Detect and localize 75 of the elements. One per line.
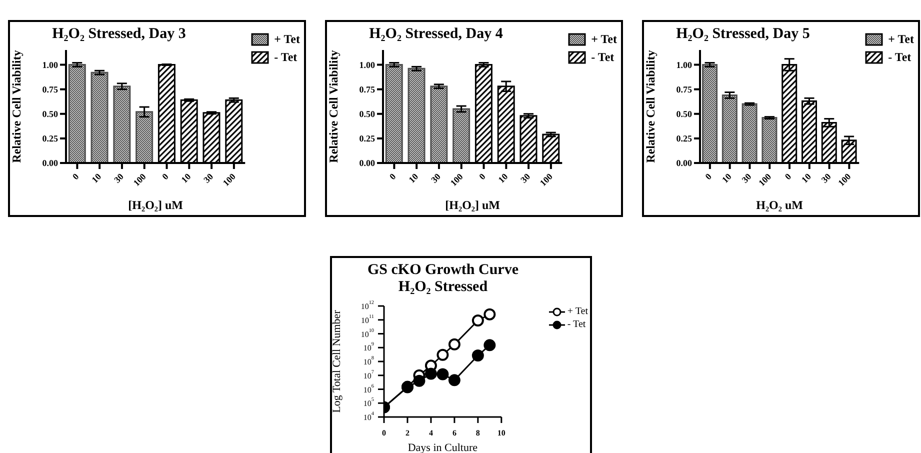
chart-title: H₂O₂ Stressed, Day 5 — [675, 26, 811, 43]
legend-label: + Tet — [591, 32, 617, 47]
y-tick-label: 1.00 — [42, 60, 58, 70]
x-tick-label: 100 — [836, 171, 854, 188]
x-tick-label: 0 — [477, 171, 488, 182]
y-tick-label: 0.00 — [359, 158, 376, 168]
x-tick-label: 6 — [452, 428, 456, 438]
x-axis-title: Days in Culture — [408, 442, 478, 453]
legend-label: - Tet — [567, 319, 586, 330]
y-tick-label: 10$^{7}$ — [363, 369, 374, 380]
y-tick-label: 0.50 — [42, 109, 58, 120]
x-tick-label: 100 — [220, 171, 238, 188]
x-tick-label: 10 — [179, 171, 194, 185]
y-tick-label: 0.25 — [676, 134, 692, 144]
chart-title: H₂O₂ Stressed, Day 4 — [368, 26, 504, 43]
x-tick-label: 30 — [740, 171, 754, 185]
y-tick-label: 10$^{4}$ — [363, 411, 374, 422]
x-tick-label: 30 — [518, 171, 532, 185]
chart-title: GS cKO Growth Curve — [366, 262, 520, 279]
y-tick-label: 10$^{9}$ — [363, 342, 374, 352]
x-axis-title: [H₂O₂] uM — [445, 198, 500, 212]
y-tick-label: 0.75 — [676, 84, 692, 94]
x-tick-label: 100 — [538, 171, 555, 188]
y-tick-label: 0.50 — [359, 109, 376, 120]
y-axis-title: Relative Cell Viability — [326, 50, 340, 163]
legend-label: - Tet — [591, 50, 614, 65]
x-tick-label: 100 — [756, 171, 774, 188]
y-axis-title: Relative Cell Viability — [643, 50, 658, 163]
y-tick-label: 0.25 — [42, 134, 58, 144]
legend-label: + Tet — [274, 32, 300, 47]
x-tick-label: 100 — [131, 171, 148, 188]
x-tick-label: 4 — [428, 428, 433, 438]
x-tick-label: 0 — [160, 171, 171, 182]
x-tick-label: 0 — [782, 171, 794, 182]
x-tick-label: 2 — [405, 428, 410, 438]
legend-label: + Tet — [567, 306, 588, 317]
x-tick-label: 10 — [90, 171, 104, 185]
x-tick-label: 10 — [800, 171, 814, 185]
y-tick-label: 0.50 — [676, 109, 692, 120]
x-tick-label: 30 — [819, 171, 834, 185]
x-tick-label: 10 — [406, 171, 420, 185]
y-axis-title: Relative Cell Viability — [9, 50, 24, 163]
legend-label: - Tet — [274, 50, 298, 65]
y-tick-label: 10$^{12}$ — [360, 300, 374, 310]
y-tick-label: 10$^{11}$ — [361, 314, 374, 324]
x-tick-label: 10 — [720, 171, 734, 185]
x-tick-label: 0 — [703, 171, 714, 182]
y-tick-label: 10$^{6}$ — [363, 383, 374, 394]
y-tick-label: 10$^{8}$ — [363, 356, 374, 366]
chart-subtitle: H₂O₂ Stressed — [397, 279, 489, 296]
x-tick-label: 30 — [202, 171, 216, 185]
y-tick-label: 0.00 — [42, 158, 58, 168]
legend-label: + Tet — [888, 32, 914, 47]
y-tick-label: 10$^{10}$ — [360, 328, 374, 338]
chart-title: H₂O₂ Stressed, Day 3 — [51, 26, 187, 43]
y-tick-label: 0.75 — [42, 84, 58, 94]
x-tick-label: 0 — [387, 171, 398, 182]
y-axis-title: Log Total Cell Number — [330, 310, 343, 413]
x-tick-label: 0 — [70, 171, 82, 182]
legend-label: - Tet — [888, 50, 912, 65]
y-tick-label: 0.00 — [676, 158, 692, 168]
x-tick-label: 8 — [476, 428, 480, 438]
x-tick-label: 30 — [112, 171, 126, 185]
y-tick-label: 1.00 — [359, 60, 376, 70]
x-tick-label: 10 — [496, 171, 510, 185]
x-axis-title: H₂O₂ uM — [756, 198, 804, 212]
x-tick-label: 30 — [429, 171, 443, 185]
y-tick-label: 10$^{5}$ — [363, 397, 374, 408]
y-tick-label: 0.25 — [359, 134, 376, 144]
x-axis-title: [H₂O₂] uM — [128, 198, 183, 212]
y-tick-label: 1.00 — [676, 60, 692, 70]
x-tick-label: 0 — [382, 428, 386, 438]
x-tick-label: 100 — [448, 171, 466, 188]
y-tick-label: 0.75 — [359, 84, 376, 94]
x-tick-label: 10 — [497, 428, 506, 438]
